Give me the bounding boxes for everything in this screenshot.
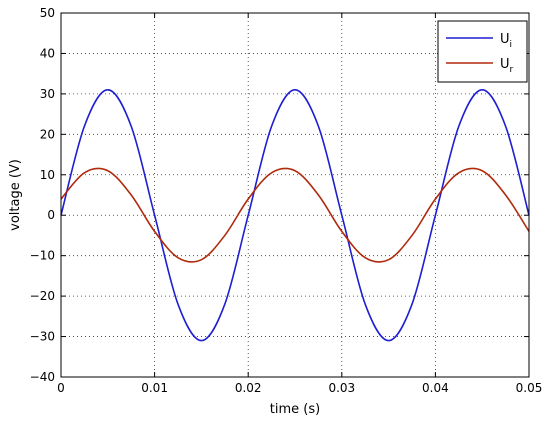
y-tick-label: 10 [40,168,55,182]
x-tick-label: 0.04 [422,381,449,395]
x-tick-label: 0.02 [235,381,262,395]
x-tick-label: 0.01 [141,381,168,395]
tick-labels: 0 0.01 0.02 0.03 0.04 0.05 −40 −30 −20 −10 0 10 20 30… [30,6,543,395]
y-tick-label: 0 [47,208,55,222]
series-line-ui [60,89,530,342]
plot-frame [60,12,530,378]
legend: Ui Ur [437,20,528,83]
legend-box [437,20,528,83]
legend-label-ui-sub: i [510,40,513,50]
y-tick-label: 20 [40,127,55,141]
legend-label-ur: Ur [500,57,514,75]
x-axis-label: time (s) [270,402,320,417]
ticks [60,12,530,378]
series-layer [60,89,530,342]
grid [61,13,529,377]
legend-label-ui-main: U [500,32,510,47]
x-tick-label: 0 [57,381,65,395]
y-tick-label: 30 [40,87,55,101]
legend-label-ui: Ui [500,32,512,50]
legend-label-ur-sub: r [510,65,514,75]
y-tick-label: −20 [30,289,55,303]
y-tick-label: −40 [30,370,55,384]
y-tick-label: −10 [30,249,55,263]
x-tick-label: 0.05 [516,381,543,395]
legend-label-ur-main: U [500,57,510,72]
y-tick-label: −30 [30,330,55,344]
y-axis-label: voltage (V) [8,159,23,231]
series-line-ur [60,167,530,263]
x-tick-label: 0.03 [328,381,355,395]
y-tick-label: 50 [40,6,55,20]
y-tick-label: 40 [40,46,55,60]
